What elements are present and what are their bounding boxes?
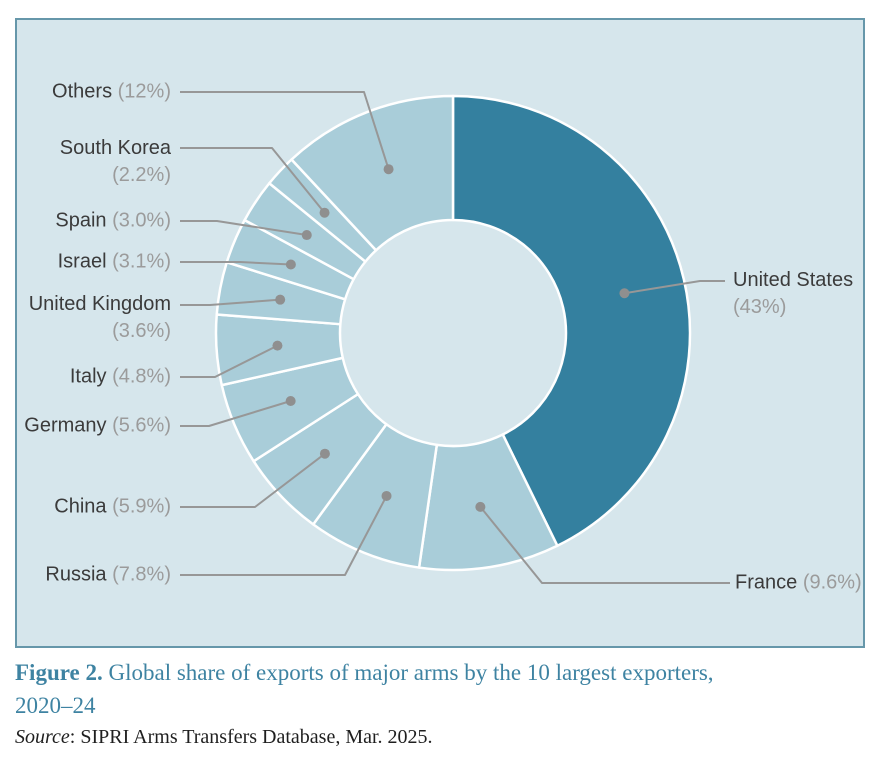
slice-percent: (7.8%) — [112, 563, 171, 586]
slice-percent: (5.9%) — [112, 495, 171, 518]
slice-name: China — [54, 495, 107, 518]
slice-percent: (9.6%) — [802, 571, 862, 594]
figure-source: Source: SIPRI Arms Transfers Database, M… — [15, 724, 867, 750]
slice-percent: (2.2%) — [112, 164, 171, 186]
slice-label-russia: Russia (7.8%) — [45, 562, 171, 589]
slice-name: Russia — [45, 563, 107, 586]
slice-percent: (3.6%) — [112, 320, 171, 342]
source-label: Source — [15, 726, 70, 748]
slice-name: Spain — [55, 209, 107, 232]
figure-caption: Figure 2. Global share of exports of maj… — [15, 656, 867, 722]
slice-label-south-korea: South Korea (2.2%) — [60, 135, 171, 189]
slice-name: Others — [52, 80, 113, 103]
slice-name: France — [735, 571, 798, 594]
slice-label-united-states: United States (43%) — [733, 267, 853, 321]
slice-label-spain: Spain (3.0%) — [55, 208, 171, 235]
slice-label-united-kingdom: United Kingdom (3.6%) — [29, 291, 171, 345]
slice-label-others: Others (12%) — [52, 79, 171, 106]
slice-label-china: China (5.9%) — [54, 494, 171, 521]
slice-name: Italy — [69, 365, 107, 388]
slice-percent: (3.0%) — [112, 209, 171, 232]
caption-years: 2020–24 — [15, 693, 96, 718]
slice-name: South Korea — [59, 137, 171, 159]
slice-label-france: France (9.6%) — [735, 570, 862, 597]
slice-label-israel: Israel (3.1%) — [58, 249, 171, 276]
slice-percent: (43%) — [733, 296, 787, 318]
figure-number: Figure 2. — [15, 660, 103, 685]
slice-name: United Kingdom — [28, 293, 171, 315]
slice-label-germany: Germany (5.6%) — [24, 413, 171, 440]
slice-percent: (12%) — [117, 80, 171, 103]
slice-name: Israel — [57, 250, 107, 273]
slice-percent: (5.6%) — [112, 414, 171, 437]
source-text: : SIPRI Arms Transfers Database, Mar. 20… — [69, 726, 433, 748]
caption-text: Global share of exports of major arms by… — [102, 660, 714, 685]
slice-label-italy: Italy (4.8%) — [70, 364, 171, 391]
slice-percent: (3.1%) — [112, 250, 171, 273]
slice-name: Germany — [24, 414, 107, 437]
slice-percent: (4.8%) — [112, 365, 171, 388]
slice-name: United States — [733, 269, 854, 291]
